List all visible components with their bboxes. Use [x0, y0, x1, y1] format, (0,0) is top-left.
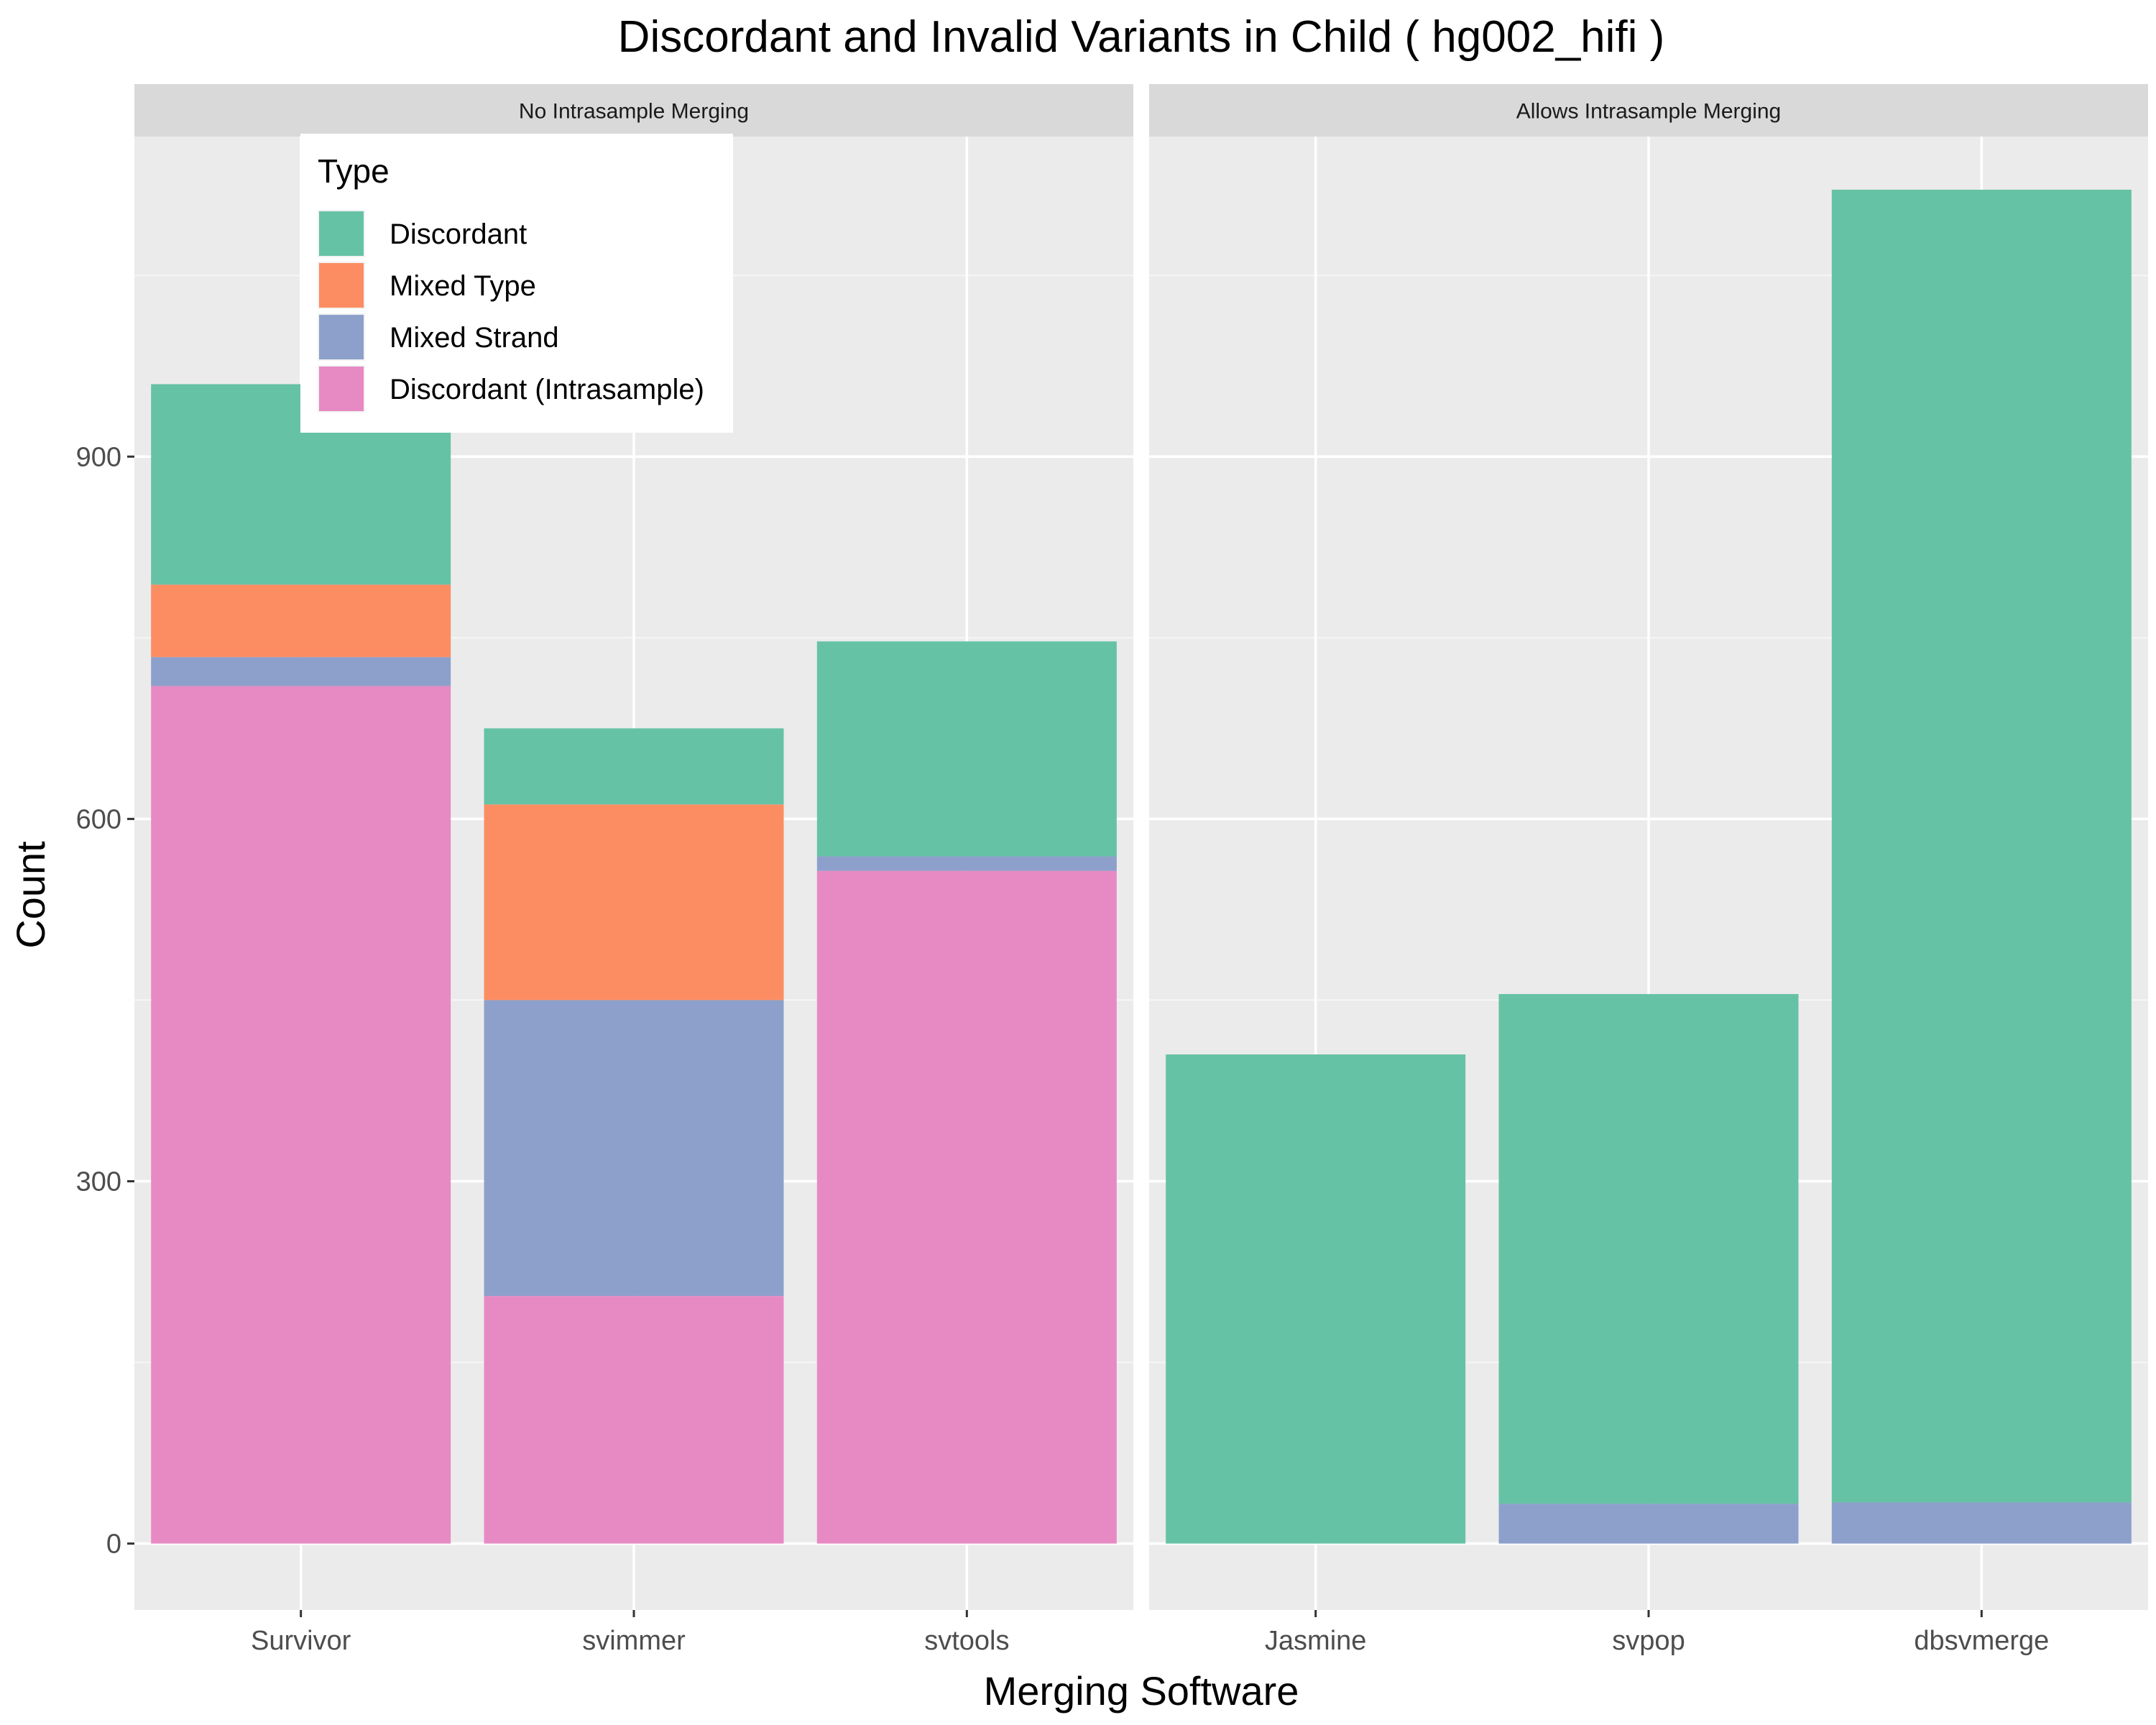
bar-segment: [151, 686, 451, 1544]
bar-segment: [484, 728, 784, 805]
y-tick-label: 300: [76, 1167, 121, 1197]
facet-strip: [1149, 84, 2148, 137]
bar-segment: [1831, 1502, 2132, 1544]
x-axis-title: Merging Software: [984, 1668, 1299, 1714]
legend-entry-label: Mixed Type: [390, 270, 536, 302]
bar-segment: [1831, 189, 2132, 1503]
legend-entry-label: Mixed Strand: [390, 322, 559, 354]
legend-title: Type: [318, 152, 390, 190]
bar-segment: [816, 641, 1117, 857]
facet-panel: Jasmine svpop dbsvmerge Allows Intrasample …: [1149, 84, 2148, 1656]
facet-strip-label: Allows Intrasample Merging: [1516, 100, 1781, 124]
legend-swatch: [319, 263, 364, 308]
legend-swatch: [319, 211, 364, 256]
x-tick-label: Survivor: [251, 1626, 351, 1656]
bar-segment: [816, 870, 1117, 1544]
bar-segment: [151, 584, 451, 658]
y-tick-label: 0: [106, 1530, 121, 1560]
y-tick-label: 600: [76, 804, 121, 834]
x-tick-label: dbsvmerge: [1914, 1626, 2049, 1656]
bar-segment: [484, 804, 784, 1000]
legend-entry-label: Discordant: [390, 218, 527, 250]
legend-entry-label: Discordant (Intrasample): [390, 374, 704, 405]
x-tick-label: Jasmine: [1265, 1626, 1367, 1656]
chart-title: Discordant and Invalid Variants in Child…: [618, 12, 1665, 62]
facet-strip-label: No Intrasample Merging: [519, 100, 749, 124]
legend-swatch: [319, 315, 364, 359]
bar-segment: [484, 1000, 784, 1297]
x-tick-label: svtools: [924, 1626, 1009, 1656]
legend-box: [300, 134, 733, 433]
legend-swatch: [319, 367, 364, 411]
bar-segment: [484, 1296, 784, 1544]
facet-strip: [134, 84, 1133, 137]
bar-segment: [816, 856, 1117, 871]
bar-segment: [1498, 994, 1799, 1504]
bar-segment: [1498, 1504, 1799, 1544]
x-tick-label: svpop: [1612, 1626, 1685, 1656]
bar-segment: [1166, 1054, 1466, 1544]
y-axis-title: Count: [8, 841, 53, 949]
y-tick-label: 900: [76, 442, 121, 472]
y-axis: 0 300 600 900: [76, 442, 134, 1560]
x-tick-label: svimmer: [582, 1626, 686, 1656]
bar-segment: [151, 657, 451, 686]
